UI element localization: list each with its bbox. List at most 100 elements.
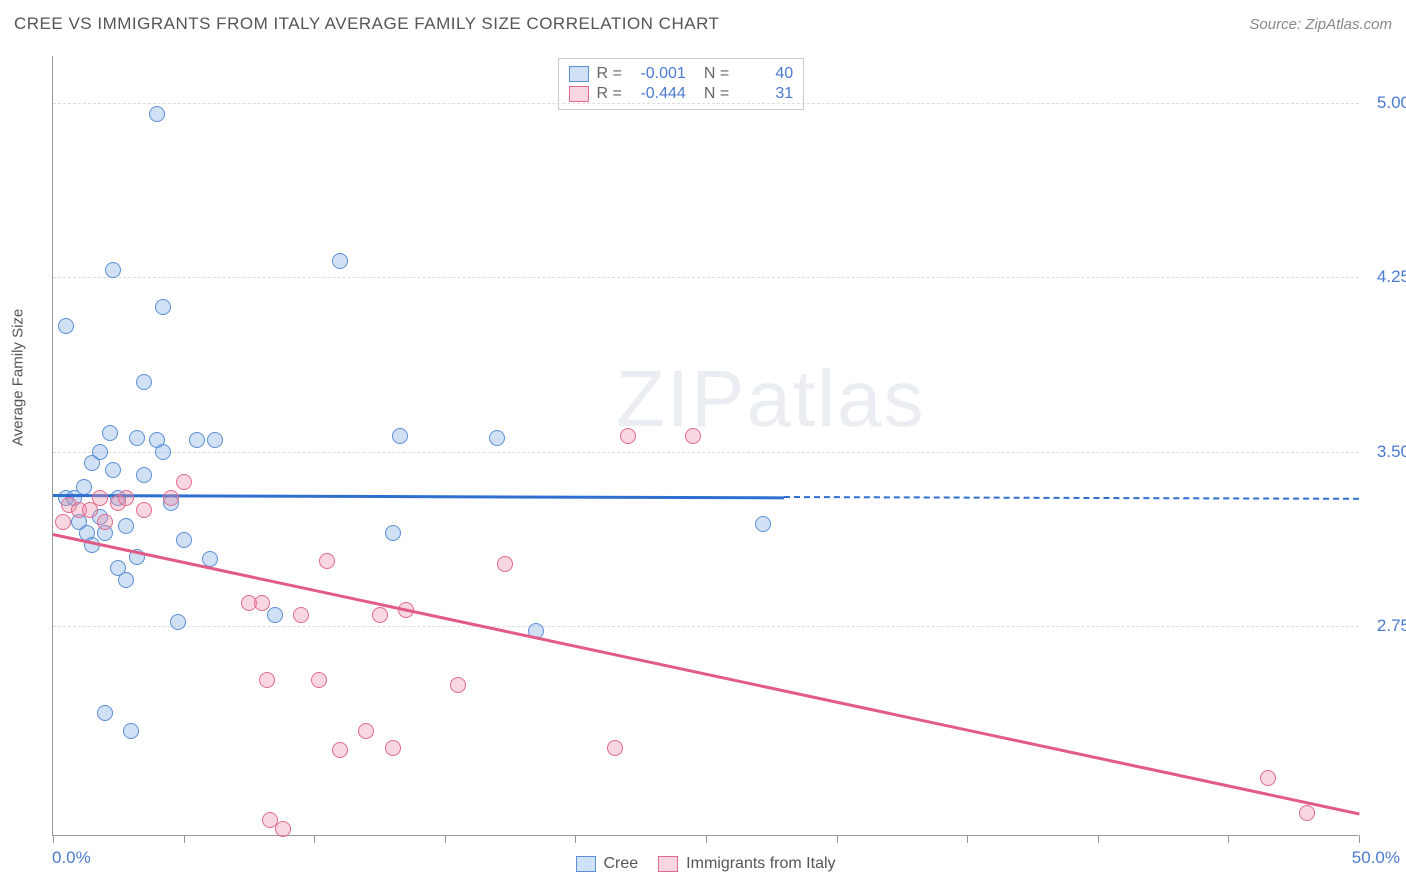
data-point-italy — [163, 490, 179, 506]
x-tick — [184, 835, 185, 843]
x-tick — [967, 835, 968, 843]
data-point-cree — [207, 432, 223, 448]
data-point-cree — [176, 532, 192, 548]
data-point-cree — [267, 607, 283, 623]
data-point-italy — [685, 428, 701, 444]
data-point-italy — [450, 677, 466, 693]
data-point-cree — [332, 253, 348, 269]
x-axis-min-label: 0.0% — [52, 848, 91, 868]
data-point-italy — [259, 672, 275, 688]
data-point-italy — [332, 742, 348, 758]
chart-header: CREE VS IMMIGRANTS FROM ITALY AVERAGE FA… — [14, 14, 1392, 34]
data-point-cree — [189, 432, 205, 448]
data-point-italy — [275, 821, 291, 837]
data-point-cree — [118, 518, 134, 534]
source-prefix: Source: — [1249, 16, 1305, 33]
data-point-italy — [55, 514, 71, 530]
legend-series: Cree Immigrants from Italy — [575, 855, 835, 873]
data-point-cree — [170, 614, 186, 630]
data-point-italy — [620, 428, 636, 444]
x-tick — [1359, 835, 1360, 843]
gridline — [53, 103, 1359, 104]
data-point-italy — [497, 556, 513, 572]
x-axis-max-label: 50.0% — [1352, 848, 1400, 868]
y-tick-label: 3.50 — [1360, 442, 1406, 462]
x-tick — [837, 835, 838, 843]
data-point-cree — [105, 262, 121, 278]
legend-r-label: R = — [596, 65, 621, 83]
data-point-cree — [155, 299, 171, 315]
legend-series-item: Cree — [575, 855, 638, 873]
y-axis-title: Average Family Size — [10, 309, 27, 446]
data-point-italy — [385, 740, 401, 756]
source-name: ZipAtlas.com — [1305, 16, 1392, 33]
data-point-cree — [92, 444, 108, 460]
trendline-dash-cree — [784, 496, 1359, 500]
x-tick — [445, 835, 446, 843]
data-point-cree — [76, 479, 92, 495]
gridline — [53, 277, 1359, 278]
data-point-cree — [489, 430, 505, 446]
x-tick — [314, 835, 315, 843]
data-point-italy — [607, 740, 623, 756]
gridline — [53, 626, 1359, 627]
legend-n-label: N = — [704, 65, 729, 83]
y-tick-label: 2.75 — [1360, 616, 1406, 636]
legend-n-label: N = — [704, 85, 729, 103]
trendline-italy — [53, 533, 1360, 815]
data-point-italy — [176, 474, 192, 490]
data-point-italy — [293, 607, 309, 623]
data-point-italy — [254, 595, 270, 611]
x-tick — [1228, 835, 1229, 843]
x-tick — [575, 835, 576, 843]
legend-swatch — [568, 86, 588, 102]
data-point-cree — [105, 462, 121, 478]
data-point-cree — [149, 106, 165, 122]
data-point-italy — [358, 723, 374, 739]
x-tick — [1098, 835, 1099, 843]
data-point-cree — [97, 705, 113, 721]
watermark-right: atlas — [746, 354, 925, 443]
legend-series-label: Immigrants from Italy — [686, 855, 835, 873]
chart-title: CREE VS IMMIGRANTS FROM ITALY AVERAGE FA… — [14, 14, 719, 34]
legend-swatch — [568, 66, 588, 82]
x-tick — [706, 835, 707, 843]
data-point-cree — [136, 374, 152, 390]
legend-series-item: Immigrants from Italy — [658, 855, 835, 873]
y-tick-label: 4.25 — [1360, 267, 1406, 287]
data-point-italy — [1299, 805, 1315, 821]
data-point-cree — [385, 525, 401, 541]
chart-source: Source: ZipAtlas.com — [1249, 16, 1392, 33]
data-point-cree — [392, 428, 408, 444]
data-point-cree — [118, 572, 134, 588]
data-point-cree — [129, 430, 145, 446]
legend-r-value: -0.444 — [630, 85, 686, 103]
data-point-italy — [136, 502, 152, 518]
legend-correlation-row: R = -0.444 N = 31 — [568, 85, 793, 103]
data-point-cree — [58, 318, 74, 334]
data-point-cree — [102, 425, 118, 441]
data-point-cree — [123, 723, 139, 739]
gridline — [53, 452, 1359, 453]
data-point-italy — [372, 607, 388, 623]
data-point-cree — [136, 467, 152, 483]
y-tick-label: 5.00 — [1360, 93, 1406, 113]
data-point-italy — [319, 553, 335, 569]
data-point-cree — [155, 444, 171, 460]
scatter-chart: ZIPatlas R =-0.001N =40R =-0.444N =31 Cr… — [52, 56, 1358, 836]
data-point-italy — [118, 490, 134, 506]
legend-r-value: -0.001 — [630, 65, 686, 83]
data-point-italy — [311, 672, 327, 688]
legend-series-label: Cree — [603, 855, 638, 873]
legend-n-value: 31 — [737, 85, 793, 103]
legend-correlation-row: R = -0.001 N = 40 — [568, 65, 793, 83]
legend-swatch — [575, 856, 595, 872]
watermark: ZIPatlas — [616, 353, 925, 445]
watermark-left: ZIP — [616, 354, 746, 443]
data-point-italy — [1260, 770, 1276, 786]
data-point-italy — [92, 490, 108, 506]
x-tick — [53, 835, 54, 843]
legend-r-label: R = — [596, 85, 621, 103]
legend-n-value: 40 — [737, 65, 793, 83]
legend-swatch — [658, 856, 678, 872]
